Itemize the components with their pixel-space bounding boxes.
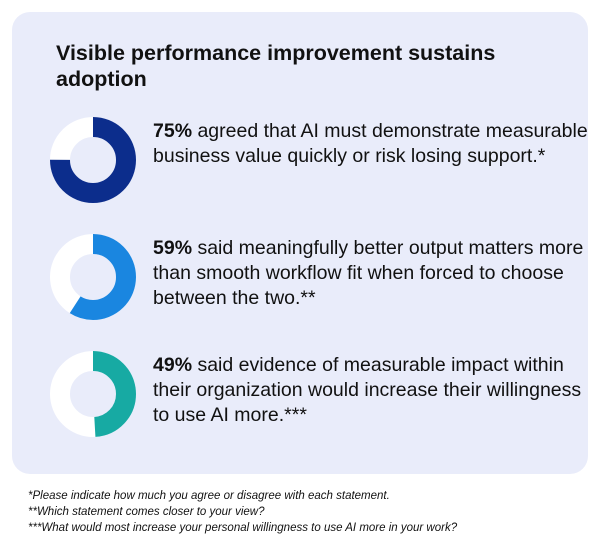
stat-3-description: said evidence of measurable impact withi… xyxy=(153,354,582,426)
stat-3-text: 49% said evidence of measurable impact w… xyxy=(153,353,593,428)
stat-3-percent: 49% xyxy=(153,354,193,376)
footnote-2: **Which statement comes closer to your v… xyxy=(28,506,265,518)
footnotes: *Please indicate how much you agree or d… xyxy=(28,488,598,536)
chart-title: Visible performance improvement sustains… xyxy=(56,41,496,91)
stat-row-2: 59% said meaningfully better output matt… xyxy=(0,234,604,334)
donut-3-value-arc xyxy=(50,351,136,437)
donut-2-value-arc xyxy=(50,234,136,320)
footnote-3: ***What would most increase your persona… xyxy=(28,522,458,534)
donut-chart-2 xyxy=(50,234,136,320)
stat-1-description: agreed that AI must demonstrate measurab… xyxy=(153,120,588,167)
donut-1-value-arc xyxy=(50,117,136,203)
donut-chart-3 xyxy=(50,351,136,437)
stat-row-3: 49% said evidence of measurable impact w… xyxy=(0,351,604,451)
stat-2-description: said meaningfully better output matters … xyxy=(153,237,584,309)
footnote-1: *Please indicate how much you agree or d… xyxy=(28,490,390,502)
stat-1-percent: 75% xyxy=(153,120,193,142)
stat-1-text: 75% agreed that AI must demonstrate meas… xyxy=(153,119,593,169)
stat-row-1: 75% agreed that AI must demonstrate meas… xyxy=(0,117,604,217)
stat-2-percent: 59% xyxy=(153,237,193,259)
donut-chart-1 xyxy=(50,117,136,203)
stat-2-text: 59% said meaningfully better output matt… xyxy=(153,236,593,311)
